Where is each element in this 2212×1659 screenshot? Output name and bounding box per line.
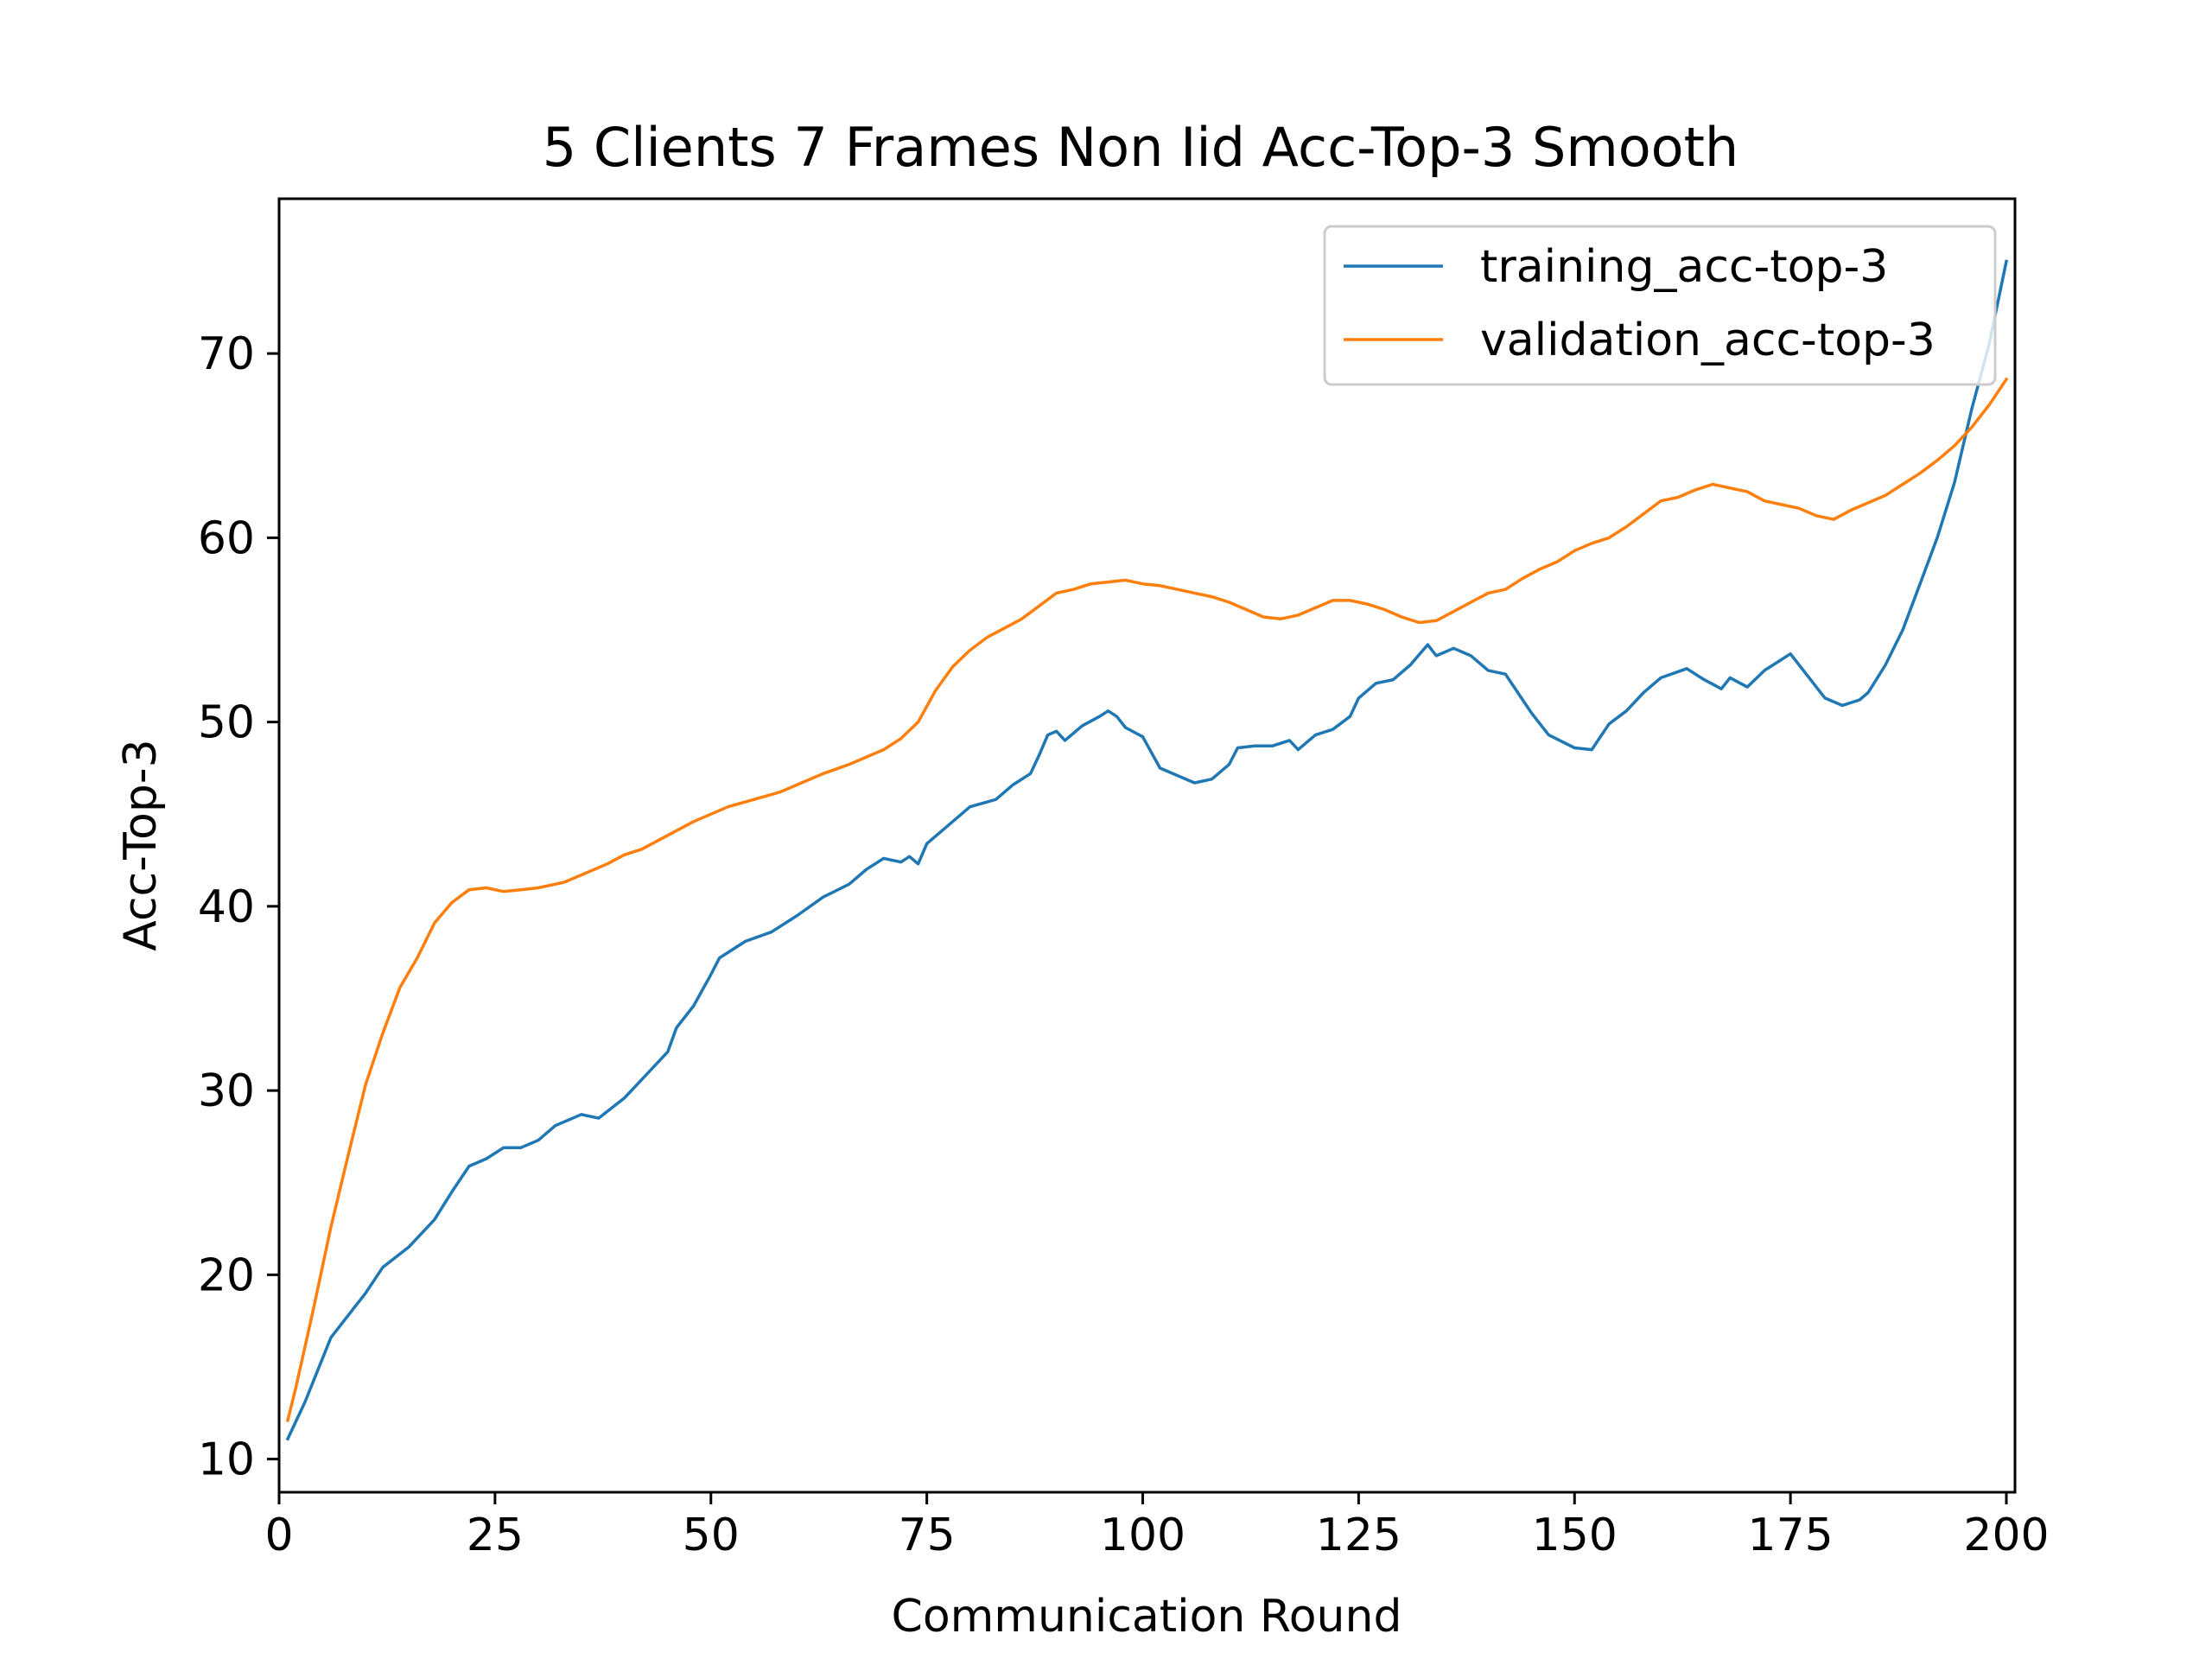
x-axis: 0 25 50 75 100 125 150 175 200 — [264, 1492, 2050, 1561]
chart-title: 5 Clients 7 Frames Non Iid Acc-Top-3 Smo… — [543, 116, 1738, 179]
legend-label-1: training_acc-top-3 — [1480, 241, 1888, 293]
x-tick-label: 100 — [1100, 1510, 1185, 1561]
y-tick-label: 40 — [198, 881, 255, 933]
x-tick-label: 200 — [1963, 1510, 2049, 1561]
y-tick-label: 70 — [198, 328, 255, 380]
legend-label-2: validation_acc-top-3 — [1480, 315, 1936, 366]
y-tick-label: 10 — [198, 1434, 255, 1486]
x-tick-label: 175 — [1747, 1510, 1833, 1561]
y-tick-label: 50 — [198, 697, 255, 749]
legend-frame — [1323, 225, 1997, 386]
legend: training_acc-top-3 validation_acc-top-3 — [1323, 225, 1997, 386]
plot-area — [277, 197, 2017, 1494]
series-layer — [285, 259, 2009, 1441]
x-tick-label: 125 — [1316, 1510, 1402, 1561]
x-tick-label: 25 — [467, 1510, 524, 1561]
x-tick-label: 75 — [899, 1510, 956, 1561]
y-tick-label: 30 — [198, 1065, 255, 1117]
series-line-1 — [285, 259, 2009, 1441]
axes-frame — [277, 197, 2017, 1494]
y-axis-label: Acc-Top-3 — [115, 739, 167, 950]
x-axis-label: Communication Round — [892, 1591, 1402, 1643]
y-axis: 10 20 30 40 50 60 70 — [198, 328, 279, 1486]
y-tick-label: 60 — [198, 512, 255, 564]
x-tick-label: 0 — [264, 1510, 293, 1561]
series-line-2 — [285, 377, 2009, 1422]
x-tick-label: 50 — [683, 1510, 740, 1561]
y-tick-label: 20 — [198, 1249, 255, 1301]
x-tick-label: 150 — [1532, 1510, 1618, 1561]
